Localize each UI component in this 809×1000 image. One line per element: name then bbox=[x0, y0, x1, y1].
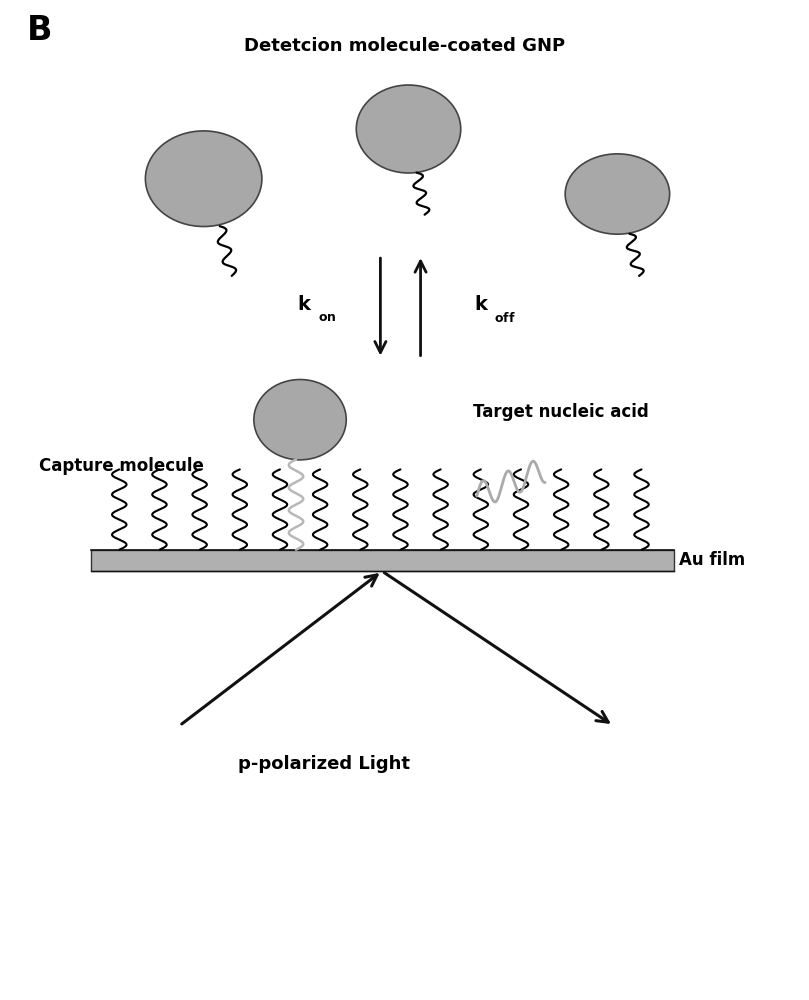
Ellipse shape bbox=[356, 85, 461, 173]
Text: Capture molecule: Capture molecule bbox=[39, 457, 204, 475]
Text: $\mathbf{k}$: $\mathbf{k}$ bbox=[473, 295, 489, 314]
Ellipse shape bbox=[254, 380, 346, 460]
Text: p-polarized Light: p-polarized Light bbox=[238, 755, 410, 773]
Text: Au film: Au film bbox=[680, 551, 746, 569]
Bar bbox=[91, 550, 674, 571]
Text: $\mathbf{on}$: $\mathbf{on}$ bbox=[318, 311, 337, 324]
Text: Target nucleic acid: Target nucleic acid bbox=[472, 403, 649, 421]
Ellipse shape bbox=[146, 131, 262, 227]
Text: Detetcion molecule-coated GNP: Detetcion molecule-coated GNP bbox=[244, 37, 565, 55]
Ellipse shape bbox=[565, 154, 670, 234]
Text: $\mathbf{off}$: $\mathbf{off}$ bbox=[494, 311, 516, 325]
Text: B: B bbox=[27, 14, 53, 47]
Text: $\mathbf{k}$: $\mathbf{k}$ bbox=[297, 295, 312, 314]
